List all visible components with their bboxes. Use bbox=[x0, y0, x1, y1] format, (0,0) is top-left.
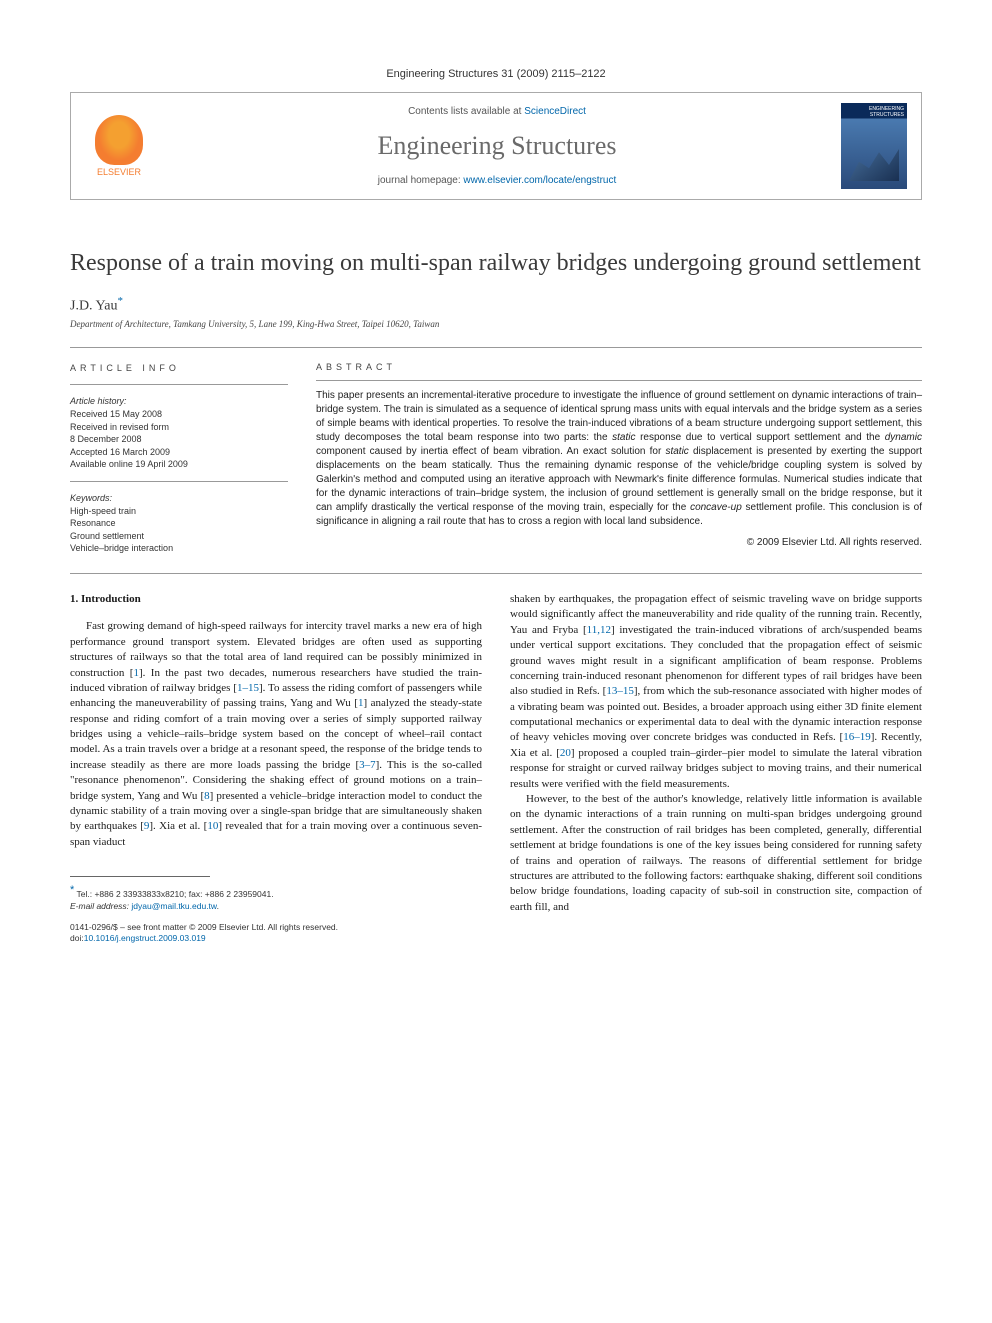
email-footnote: E-mail address: jdyau@mail.tku.edu.tw. bbox=[70, 901, 482, 912]
corresponding-star-icon: * bbox=[117, 295, 123, 307]
ref-link[interactable]: 1–15 bbox=[237, 682, 259, 694]
intro-paragraph-2: However, to the best of the author's kno… bbox=[510, 792, 922, 915]
ref-link[interactable]: 10 bbox=[207, 820, 218, 832]
ref-link[interactable]: 20 bbox=[560, 747, 571, 759]
divider bbox=[70, 573, 922, 574]
journal-header: Engineering Structures 31 (2009) 2115–21… bbox=[70, 68, 922, 80]
body-columns: 1. Introduction Fast growing demand of h… bbox=[70, 592, 922, 945]
homepage-prefix: journal homepage: bbox=[378, 175, 464, 186]
divider bbox=[70, 347, 922, 348]
author-line: J.D. Yau* bbox=[70, 295, 922, 315]
journal-info-box: ELSEVIER Contents lists available at Sci… bbox=[70, 92, 922, 200]
section-heading-intro: 1. Introduction bbox=[70, 592, 482, 607]
author-email-link[interactable]: jdyau@mail.tku.edu.tw bbox=[131, 901, 216, 911]
intro-paragraph-1: Fast growing demand of high-speed railwa… bbox=[70, 619, 482, 850]
ref-link[interactable]: 3–7 bbox=[359, 759, 376, 771]
keyword-1: High-speed train bbox=[70, 505, 288, 518]
corresponding-author-footnote: * Tel.: +886 2 33933833x8210; fax: +886 … bbox=[70, 883, 482, 900]
history-revised-label: Received in revised form bbox=[70, 421, 288, 434]
intro-paragraph-1-continued: shaken by earthquakes, the propagation e… bbox=[510, 592, 922, 792]
abstract-column: ABSTRACT This paper presents an incremen… bbox=[316, 362, 922, 555]
keywords-title: Keywords: bbox=[70, 492, 288, 505]
journal-cover-text: ENGINEERING STRUCTURES bbox=[869, 106, 904, 118]
abstract-text: This paper presents an incremental-itera… bbox=[316, 389, 922, 529]
article-history-title: Article history: bbox=[70, 395, 288, 408]
doi-line: doi:10.1016/j.engstruct.2009.03.019 bbox=[70, 933, 338, 944]
sciencedirect-link[interactable]: ScienceDirect bbox=[524, 106, 586, 117]
footnote-divider bbox=[70, 876, 210, 877]
keyword-2: Resonance bbox=[70, 517, 288, 530]
page-footer: 0141-0296/$ – see front matter © 2009 El… bbox=[70, 922, 482, 945]
footnote-area: * Tel.: +886 2 33933833x8210; fax: +886 … bbox=[70, 876, 482, 945]
history-accepted: Accepted 16 March 2009 bbox=[70, 446, 288, 459]
author-name: J.D. Yau bbox=[70, 299, 117, 314]
keyword-4: Vehicle–bridge interaction bbox=[70, 542, 288, 555]
history-received: Received 15 May 2008 bbox=[70, 408, 288, 421]
keyword-3: Ground settlement bbox=[70, 530, 288, 543]
ref-link[interactable]: 13–15 bbox=[606, 685, 634, 697]
body-column-right: shaken by earthquakes, the propagation e… bbox=[510, 592, 922, 945]
abstract-copyright: © 2009 Elsevier Ltd. All rights reserved… bbox=[316, 537, 922, 548]
ref-link[interactable]: 11,12 bbox=[587, 624, 611, 636]
history-revised-date: 8 December 2008 bbox=[70, 433, 288, 446]
article-info-heading: ARTICLE INFO bbox=[70, 362, 288, 375]
article-info-column: ARTICLE INFO Article history: Received 1… bbox=[70, 362, 288, 555]
journal-info-center: Contents lists available at ScienceDirec… bbox=[153, 106, 841, 186]
front-matter-copyright: 0141-0296/$ – see front matter © 2009 El… bbox=[70, 922, 338, 933]
publisher-logo: ELSEVIER bbox=[85, 115, 153, 177]
abstract-heading: ABSTRACT bbox=[316, 362, 922, 372]
journal-title: Engineering Structures bbox=[153, 131, 841, 161]
elsevier-tree-icon bbox=[95, 115, 143, 165]
article-title: Response of a train moving on multi-span… bbox=[70, 248, 922, 279]
journal-homepage-link[interactable]: www.elsevier.com/locate/engstruct bbox=[463, 175, 616, 186]
contents-available-line: Contents lists available at ScienceDirec… bbox=[153, 106, 841, 117]
author-affiliation: Department of Architecture, Tamkang Univ… bbox=[70, 319, 922, 329]
email-label: E-mail address: bbox=[70, 901, 131, 911]
ref-link[interactable]: 16–19 bbox=[843, 731, 871, 743]
publisher-name: ELSEVIER bbox=[97, 167, 141, 177]
body-column-left: 1. Introduction Fast growing demand of h… bbox=[70, 592, 482, 945]
info-abstract-row: ARTICLE INFO Article history: Received 1… bbox=[70, 362, 922, 555]
contents-prefix: Contents lists available at bbox=[408, 106, 524, 117]
history-online: Available online 19 April 2009 bbox=[70, 458, 288, 471]
journal-cover-thumbnail: ENGINEERING STRUCTURES bbox=[841, 103, 907, 189]
journal-homepage-line: journal homepage: www.elsevier.com/locat… bbox=[153, 175, 841, 186]
doi-link[interactable]: 10.1016/j.engstruct.2009.03.019 bbox=[84, 933, 206, 943]
